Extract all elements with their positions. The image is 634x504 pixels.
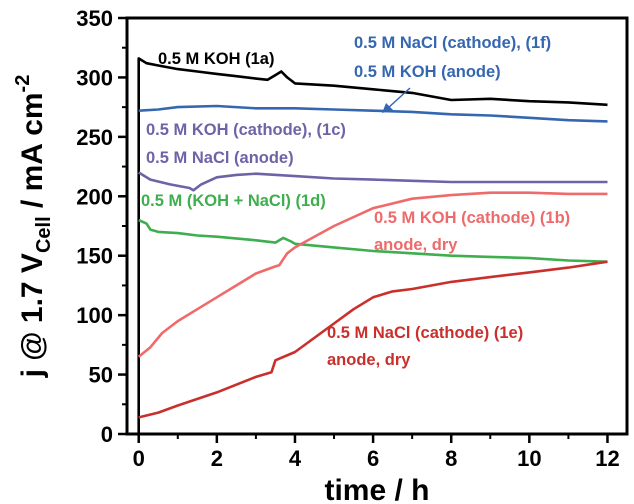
y-tick-label-2: 100 — [76, 303, 113, 328]
annotation-1e-line1: 0.5 M NaCl (cathode) (1e) — [327, 324, 523, 342]
annotation-1b-line2: anode, dry — [374, 236, 458, 254]
annotation-1f-line2: 0.5 M KOH (anode) — [354, 63, 501, 81]
annotation-1c-line1: 0.5 M KOH (cathode), (1c) — [146, 121, 346, 139]
x-tick-label-2: 4 — [289, 446, 302, 471]
annotation-1f-line1: 0.5 M NaCl (cathode), (1f) — [354, 34, 551, 52]
y-tick-label-6: 300 — [76, 65, 113, 90]
y-tick-label-7: 350 — [76, 6, 113, 31]
x-tick-label-1: 2 — [211, 446, 223, 471]
annotation-layer: 0.5 M KOH (1a) 0.5 M NaCl (cathode), (1f… — [141, 34, 570, 369]
annotation-arrow-head — [382, 103, 393, 113]
series-line-2 — [138, 104, 608, 123]
x-tick-label-6: 12 — [595, 446, 619, 471]
annotation-1e-line2: anode, dry — [327, 351, 411, 369]
series-line-3 — [138, 171, 608, 192]
y-axis-title: j @ 1.7 VCell / mA cm-2 — [12, 75, 55, 379]
annotation-1d: 0.5 M (KOH + NaCl) (1d) — [141, 192, 326, 210]
x-tick-label-4: 8 — [445, 446, 457, 471]
series-line-6 — [138, 260, 608, 419]
y-tick-label-0: 0 — [101, 422, 113, 447]
annotation-1c-line2: 0.5 M NaCl (anode) — [146, 149, 294, 167]
y-tick-label-1: 50 — [89, 363, 113, 388]
annotation-1b-line1: 0.5 M KOH (cathode) (1b) — [374, 209, 570, 227]
y-tick-label-5: 250 — [76, 125, 113, 150]
x-axis-title: time / h — [324, 474, 429, 504]
series-line-1 — [137, 57, 608, 434]
series-line-4 — [138, 218, 608, 263]
x-tick-label-5: 10 — [517, 446, 541, 471]
annotation-arrow-shaft — [387, 87, 411, 109]
tick-layer: 0 2 4 6 8 10 12 0 50 100 150 200 250 300 350 — [76, 6, 619, 471]
plot-frame — [125, 16, 629, 436]
series-layer — [137, 57, 608, 434]
x-tick-label-0: 0 — [133, 446, 145, 471]
annotation-1a: 0.5 M KOH (1a) — [158, 50, 274, 68]
y-tick-label-4: 200 — [76, 184, 113, 209]
y-tick-label-3: 150 — [76, 244, 113, 269]
x-tick-label-3: 6 — [367, 446, 379, 471]
series-line-5 — [137, 191, 608, 358]
